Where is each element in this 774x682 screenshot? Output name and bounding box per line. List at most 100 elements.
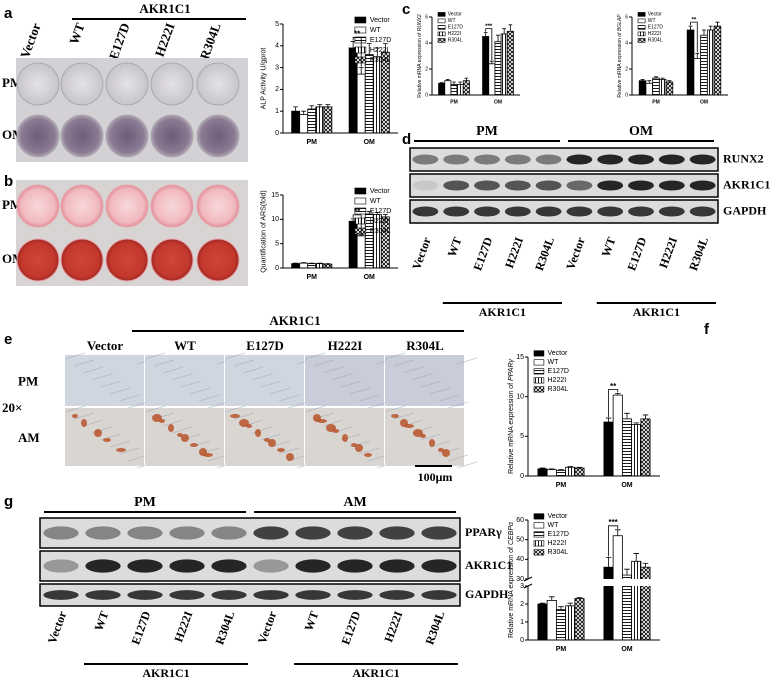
cell-fiber — [402, 366, 424, 374]
y-axis-label-text: Relative mRNA expression of — [508, 547, 515, 638]
error-bar — [502, 28, 507, 34]
column-label: R304L — [197, 21, 224, 62]
y-tick-label: 30 — [516, 576, 524, 583]
y-tick-label: 6 — [625, 14, 628, 20]
band — [535, 154, 562, 165]
cell-fiber — [251, 373, 273, 381]
x-tick-label: PM — [652, 99, 660, 105]
legend-label: E127D — [548, 531, 569, 538]
lipid-droplet — [239, 419, 249, 427]
bar — [603, 566, 614, 641]
x-tick-label: PM — [556, 482, 567, 489]
legend-label: WT — [370, 27, 382, 34]
y-tick-label: 2 — [520, 601, 524, 608]
magnification: 20× — [2, 400, 22, 415]
bar — [665, 81, 674, 96]
panel-letter: b — [4, 173, 13, 190]
legend-swatch — [533, 540, 545, 547]
bar — [506, 30, 514, 96]
band — [504, 180, 531, 191]
band — [566, 206, 593, 217]
lane-group-label: AKR1C1 — [352, 666, 399, 680]
legend-swatch — [354, 217, 367, 225]
cell-fiber — [304, 352, 326, 360]
lane-label: R304L — [422, 609, 447, 646]
well — [60, 62, 104, 106]
lipid-droplet — [268, 439, 276, 447]
error-bar — [366, 211, 372, 214]
error-bar — [695, 53, 700, 59]
cell-fiber — [171, 426, 193, 434]
lipid-droplet — [342, 434, 348, 442]
legend-swatch — [637, 31, 646, 37]
bar — [631, 424, 642, 477]
band — [337, 559, 373, 573]
bar — [500, 33, 508, 96]
bar — [706, 29, 715, 96]
legend-swatch — [354, 187, 367, 195]
bar — [640, 566, 651, 641]
error-bar — [642, 414, 649, 419]
y-axis-label-text: Quantification of ARS(fold) — [260, 190, 267, 273]
cell-fiber — [331, 373, 353, 381]
cell-fiber — [456, 461, 478, 469]
y-tick-label: 3 — [520, 583, 524, 590]
well — [60, 114, 104, 158]
band — [211, 559, 247, 573]
legend-swatch — [354, 227, 367, 235]
legend-label: R304L — [448, 38, 463, 44]
cell-fiber — [420, 380, 442, 388]
bar — [700, 34, 708, 96]
bar-chart: 0 2 4 6 PM OM Relative mRNA expression of BGLA… — [617, 12, 728, 105]
band — [337, 526, 373, 540]
cell-fiber — [358, 394, 380, 402]
error-bar — [667, 80, 672, 82]
group-label: PM — [476, 124, 498, 139]
error-bar — [624, 568, 630, 576]
error-bar — [483, 32, 488, 37]
band — [43, 526, 79, 540]
error-bar — [374, 212, 380, 215]
cell-fiber — [224, 405, 246, 413]
band — [253, 526, 289, 540]
lane-label: E127D — [470, 235, 495, 273]
error-bar — [293, 106, 299, 112]
lane-label: R304L — [212, 609, 237, 646]
cell-fiber — [447, 401, 469, 409]
well — [60, 238, 104, 282]
band — [127, 526, 163, 540]
y-tick-label: 40 — [516, 556, 524, 563]
column-label: R304L — [406, 338, 444, 353]
lane-group-label: AKR1C1 — [142, 666, 189, 680]
bar-chart: 0 2 4 6 PM OM Relative mRNA expression of RUNX… — [417, 12, 520, 105]
legend-label: WT — [448, 18, 456, 24]
lipid-droplet — [190, 443, 198, 447]
band — [85, 559, 121, 573]
bar — [323, 263, 333, 269]
lipid-droplet — [438, 448, 444, 452]
band — [597, 154, 624, 165]
lane-label: H222I — [381, 609, 405, 644]
bar — [565, 605, 576, 641]
error-bar — [508, 24, 513, 32]
y-tick-label: 6 — [425, 14, 428, 20]
legend-swatch — [354, 36, 367, 44]
cell-fiber — [73, 412, 95, 420]
x-tick-label: OM — [364, 274, 375, 281]
well — [105, 184, 149, 228]
error-bar — [642, 562, 649, 568]
bar — [555, 470, 567, 477]
legend-swatch — [354, 16, 367, 24]
micrograph — [225, 355, 304, 406]
lipid-droplet — [429, 439, 435, 447]
cell-fiber — [358, 447, 380, 455]
well — [150, 238, 194, 282]
lane-label: Vector — [409, 235, 434, 272]
error-bar — [624, 412, 630, 419]
lane-label: Vector — [45, 609, 70, 646]
lipid-droplet — [391, 414, 399, 418]
band — [421, 590, 457, 600]
significance-label: ** — [610, 382, 617, 391]
protein-label: AKR1C1 — [723, 177, 770, 191]
